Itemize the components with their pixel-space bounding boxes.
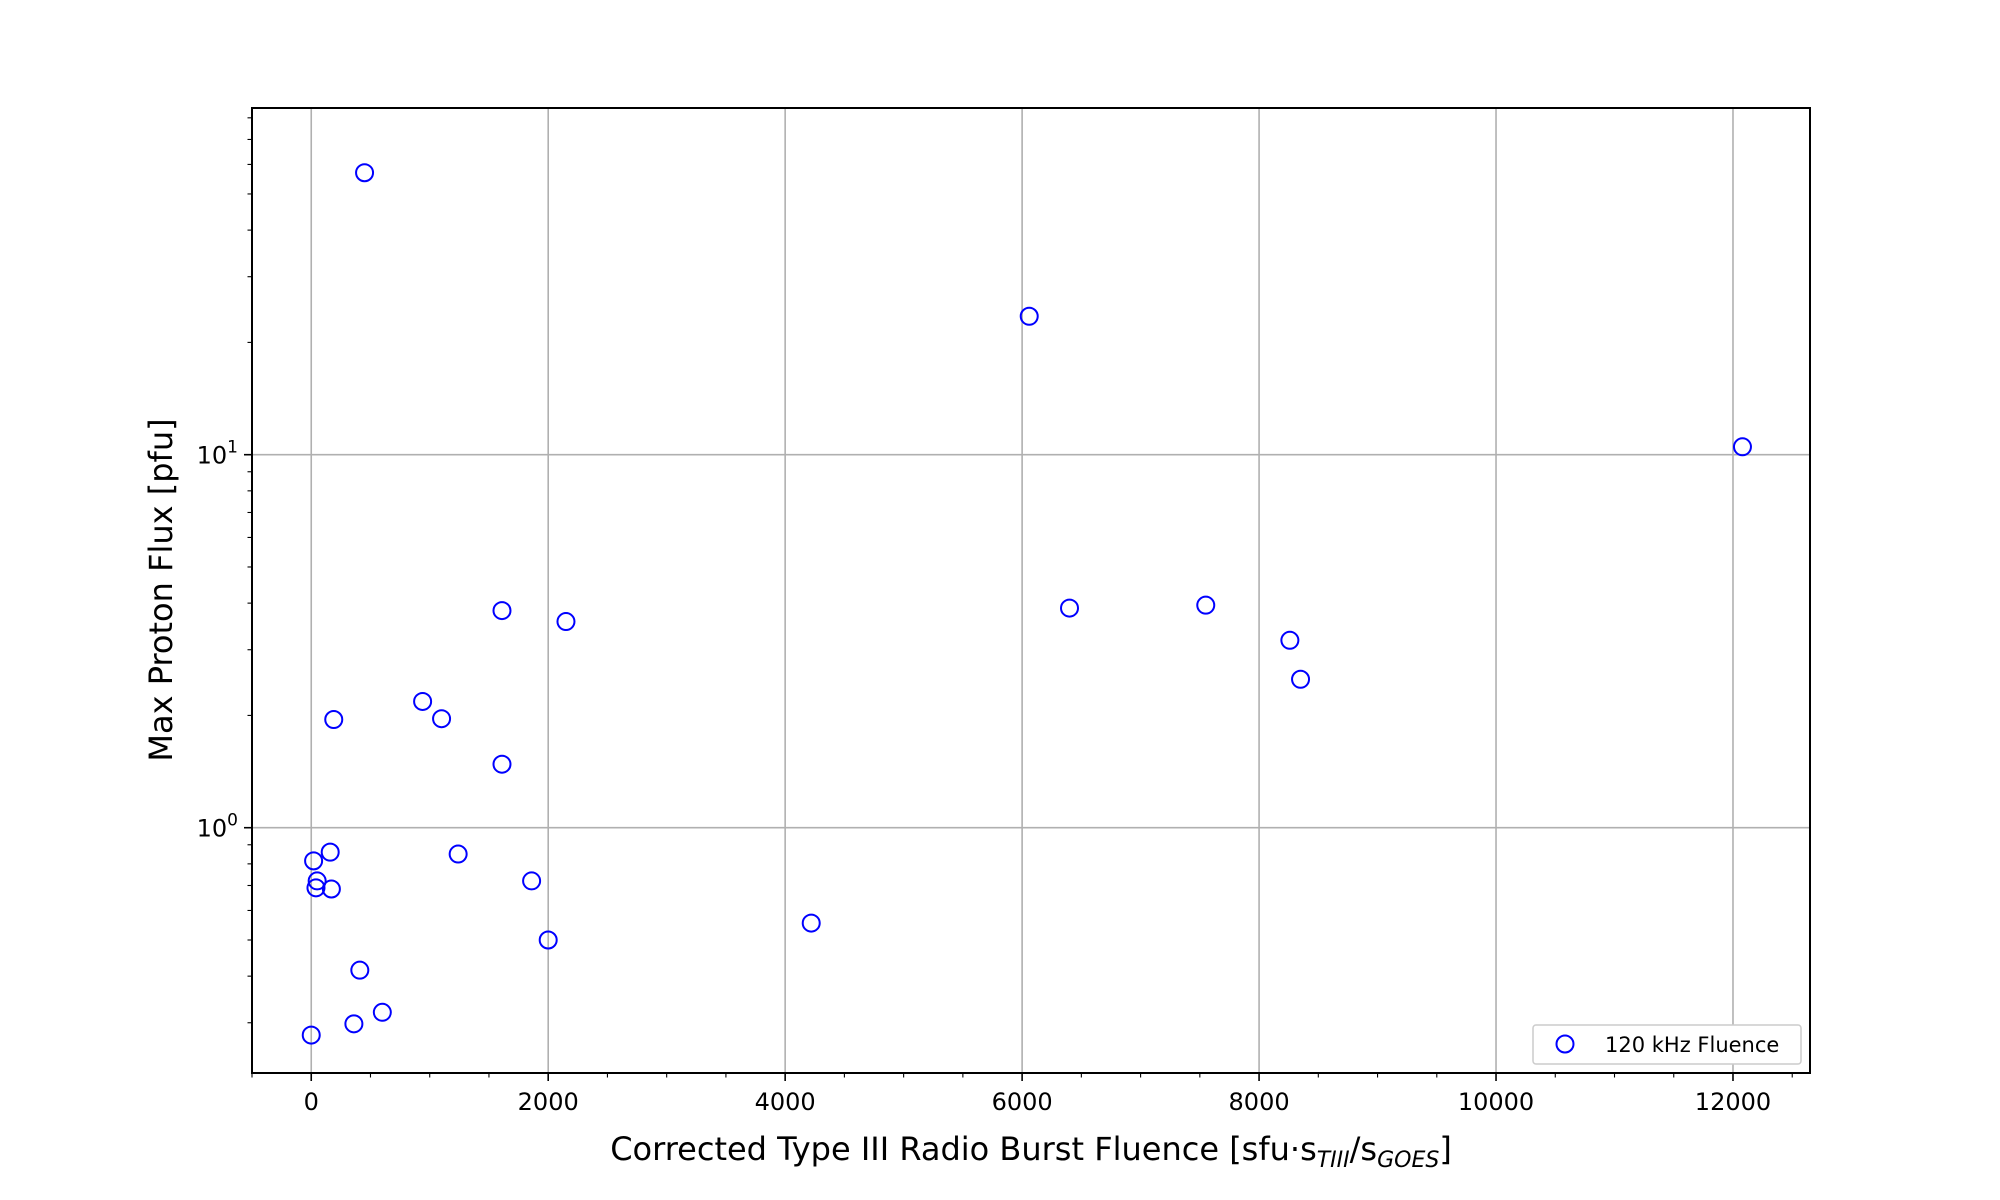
- data-point: [1060, 598, 1080, 618]
- data-point: [1280, 630, 1300, 650]
- data-point: [355, 163, 375, 183]
- legend-label: 120 kHz Fluence: [1605, 1033, 1779, 1057]
- data-point: [304, 851, 324, 871]
- data-point: [448, 844, 468, 864]
- y-tick-label: 100: [197, 811, 238, 843]
- y-axis-label: Max Proton Flux [pfu]: [142, 418, 180, 761]
- data-point: [307, 871, 327, 891]
- x-axis-label: Corrected Type III Radio Burst Fluence […: [610, 1130, 1452, 1173]
- x-tick-label: 8000: [1229, 1088, 1290, 1116]
- x-tick-labels: 0 2000 4000 6000 8000 10000 12000: [304, 1088, 1772, 1116]
- x-tick-label: 12000: [1695, 1088, 1771, 1116]
- data-point: [301, 1025, 321, 1045]
- data-point: [306, 878, 326, 898]
- data-points: [301, 163, 1752, 1045]
- plot-frame: [251, 107, 1811, 1074]
- major-ticks: [244, 453, 1734, 1081]
- legend-marker: [1555, 1034, 1575, 1054]
- data-point: [321, 879, 341, 899]
- data-point: [492, 754, 512, 774]
- x-tick-label: 10000: [1458, 1088, 1534, 1116]
- data-point: [492, 601, 512, 621]
- grid-lines: [252, 108, 1810, 1073]
- data-point: [522, 871, 542, 891]
- data-point: [801, 913, 821, 933]
- data-point: [320, 842, 340, 862]
- y-tick-label: 101: [197, 438, 238, 470]
- y-tick-labels: 100 101: [197, 438, 238, 843]
- x-tick-label: 0: [304, 1088, 319, 1116]
- data-point: [372, 1002, 392, 1022]
- data-point: [413, 691, 433, 711]
- data-point: [1732, 437, 1752, 457]
- legend-box: [1532, 1024, 1802, 1065]
- data-point: [324, 710, 344, 730]
- data-point: [1196, 595, 1216, 615]
- data-point: [344, 1014, 364, 1034]
- x-tick-label: 6000: [992, 1088, 1053, 1116]
- x-tick-label: 2000: [518, 1088, 579, 1116]
- data-point: [538, 930, 558, 950]
- data-point: [432, 709, 452, 729]
- data-point: [556, 612, 576, 632]
- data-point: [350, 960, 370, 980]
- data-point: [1019, 306, 1039, 326]
- data-point: [1291, 669, 1311, 689]
- legend: 120 kHz Fluence: [1532, 1024, 1802, 1065]
- x-tick-label: 4000: [755, 1088, 816, 1116]
